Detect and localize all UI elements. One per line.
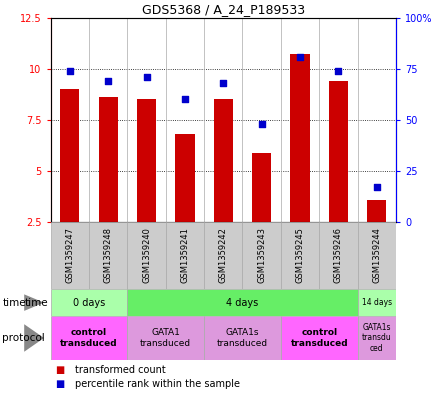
Bar xyxy=(358,316,396,360)
Text: ■: ■ xyxy=(55,365,64,375)
Text: GSM1359248: GSM1359248 xyxy=(104,228,113,283)
Point xyxy=(105,78,112,84)
Text: control
transduced: control transduced xyxy=(60,328,118,348)
Text: GSM1359244: GSM1359244 xyxy=(372,228,381,283)
Point xyxy=(181,96,188,103)
Bar xyxy=(204,222,242,289)
Bar xyxy=(367,200,386,222)
Text: GSM1359247: GSM1359247 xyxy=(65,228,74,283)
Text: GATA1
transduced: GATA1 transduced xyxy=(140,328,191,348)
Bar xyxy=(137,99,156,222)
Text: protocol: protocol xyxy=(2,333,45,343)
Bar xyxy=(319,222,358,289)
Bar xyxy=(60,89,79,222)
Bar xyxy=(127,289,358,316)
Text: 4 days: 4 days xyxy=(226,298,259,308)
Bar xyxy=(252,152,271,222)
Bar xyxy=(166,222,204,289)
Text: 0 days: 0 days xyxy=(73,298,105,308)
Title: GDS5368 / A_24_P189533: GDS5368 / A_24_P189533 xyxy=(142,4,305,17)
Bar xyxy=(204,316,281,360)
Text: GATA1s
transduced: GATA1s transduced xyxy=(217,328,268,348)
Polygon shape xyxy=(24,294,44,311)
Text: ■: ■ xyxy=(55,379,64,389)
Text: GSM1359246: GSM1359246 xyxy=(334,228,343,283)
Text: transformed count: transformed count xyxy=(75,365,165,375)
Point xyxy=(66,68,73,74)
Text: GATA1s
transdu
ced: GATA1s transdu ced xyxy=(362,323,392,353)
Text: percentile rank within the sample: percentile rank within the sample xyxy=(75,379,240,389)
Point xyxy=(297,53,304,60)
Text: GSM1359240: GSM1359240 xyxy=(142,228,151,283)
Point xyxy=(220,80,227,86)
Text: time: time xyxy=(2,298,26,308)
Bar xyxy=(175,134,194,222)
Bar xyxy=(51,316,127,360)
Bar xyxy=(358,222,396,289)
Text: control
transduced: control transduced xyxy=(290,328,348,348)
Bar xyxy=(290,55,310,222)
Polygon shape xyxy=(24,324,44,352)
Bar xyxy=(99,97,118,222)
Point xyxy=(373,184,380,191)
Text: GSM1359245: GSM1359245 xyxy=(296,228,304,283)
Point xyxy=(258,121,265,127)
Text: 14 days: 14 days xyxy=(362,298,392,307)
Bar xyxy=(89,222,127,289)
Bar xyxy=(329,81,348,222)
Text: GSM1359243: GSM1359243 xyxy=(257,228,266,283)
Bar xyxy=(281,222,319,289)
Bar xyxy=(127,316,204,360)
Text: GSM1359242: GSM1359242 xyxy=(219,228,228,283)
Bar xyxy=(358,289,396,316)
Bar xyxy=(281,316,358,360)
Bar xyxy=(51,222,89,289)
Bar xyxy=(242,222,281,289)
Text: time: time xyxy=(25,298,48,308)
Point xyxy=(143,74,150,80)
Text: GSM1359241: GSM1359241 xyxy=(180,228,190,283)
Bar xyxy=(127,222,166,289)
Bar xyxy=(51,289,127,316)
Point xyxy=(335,68,342,74)
Bar xyxy=(214,99,233,222)
